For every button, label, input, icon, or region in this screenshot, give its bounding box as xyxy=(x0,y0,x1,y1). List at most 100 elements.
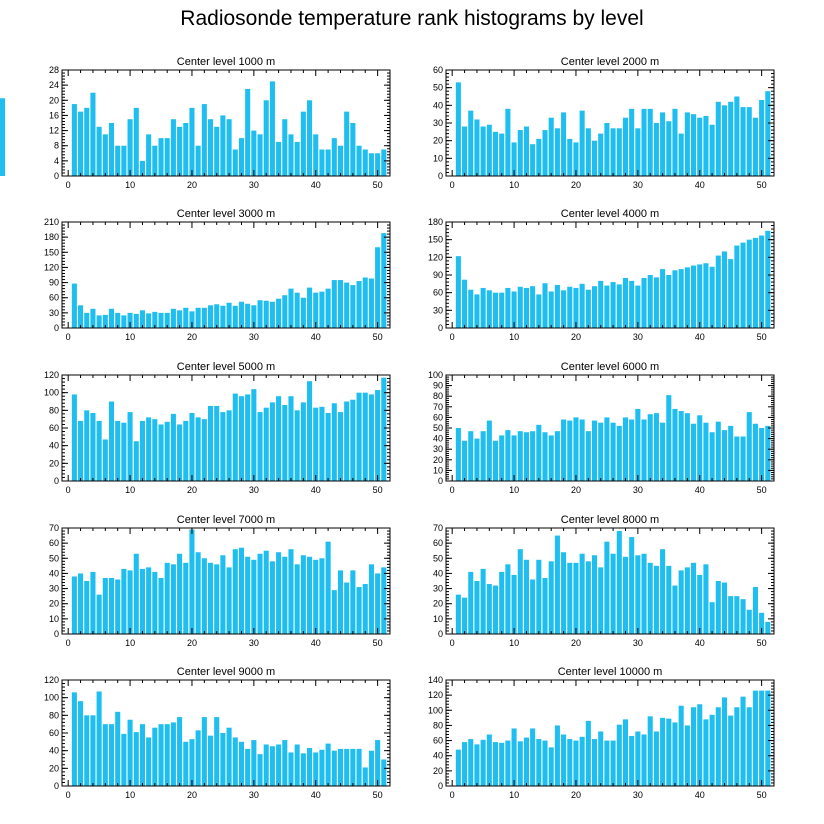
bar xyxy=(307,748,313,786)
bar xyxy=(375,573,381,634)
bar xyxy=(201,717,207,786)
bar xyxy=(319,749,325,786)
y-tick-label: 50 xyxy=(433,423,443,433)
bar xyxy=(462,597,468,634)
y-tick-label: 180 xyxy=(44,232,59,242)
bar xyxy=(691,114,697,176)
bar xyxy=(697,704,703,786)
bar xyxy=(381,377,387,481)
x-tick-label: 10 xyxy=(125,332,135,342)
bar xyxy=(381,149,387,176)
x-tick-label: 10 xyxy=(509,485,519,495)
bar xyxy=(629,537,635,634)
bar xyxy=(177,310,183,328)
x-tick-label: 10 xyxy=(125,180,135,190)
bar xyxy=(573,740,579,786)
y-tick-label: 80 xyxy=(433,720,443,730)
bar xyxy=(313,134,319,176)
bar xyxy=(84,715,90,786)
bar xyxy=(721,251,728,328)
y-tick-label: 60 xyxy=(433,538,443,548)
bar xyxy=(313,407,319,481)
x-tick-label: 40 xyxy=(311,180,321,190)
plot-frame xyxy=(445,527,775,635)
bar xyxy=(672,108,678,176)
bar xyxy=(511,728,517,786)
y-tick-label: 120 xyxy=(428,252,443,262)
x-tick-label: 0 xyxy=(450,790,455,800)
bar xyxy=(480,739,486,786)
bar xyxy=(492,292,499,328)
y-tick-label: 12 xyxy=(49,126,59,136)
bar xyxy=(207,562,214,634)
bar xyxy=(721,582,728,634)
bar xyxy=(554,285,560,328)
bar xyxy=(492,742,499,786)
bar xyxy=(164,138,170,176)
bar xyxy=(139,160,145,176)
bar xyxy=(183,123,189,176)
y-tick-label: 60 xyxy=(433,736,443,746)
bar xyxy=(548,747,554,786)
bar xyxy=(189,739,195,786)
x-tick-label: 50 xyxy=(757,485,767,495)
bar xyxy=(486,124,492,176)
bar xyxy=(709,714,715,786)
bar xyxy=(517,130,523,176)
bar xyxy=(548,117,554,176)
bar xyxy=(641,734,647,786)
bar xyxy=(548,435,554,481)
bar xyxy=(164,421,170,481)
bar xyxy=(263,744,269,786)
bar xyxy=(598,422,604,481)
bar xyxy=(282,295,288,328)
bar xyxy=(350,399,356,481)
bar xyxy=(356,281,362,328)
x-tick-label: 30 xyxy=(633,790,643,800)
bar xyxy=(337,145,344,176)
bar xyxy=(294,564,300,634)
bar xyxy=(71,104,77,176)
bar xyxy=(728,596,734,634)
x-tick-label: 0 xyxy=(66,790,71,800)
bar xyxy=(585,561,591,634)
bar xyxy=(368,153,374,176)
bar xyxy=(183,562,189,634)
panel-title: Center level 4000 m xyxy=(561,208,659,220)
bar xyxy=(567,739,573,786)
y-tick-label: 70 xyxy=(49,523,59,533)
bar xyxy=(474,744,480,786)
bar xyxy=(251,389,257,481)
bar xyxy=(455,749,461,786)
bar xyxy=(511,435,517,481)
bar xyxy=(195,730,201,786)
x-tick-label: 20 xyxy=(187,638,197,648)
bar xyxy=(468,431,474,481)
bar xyxy=(622,417,628,481)
x-tick-label: 40 xyxy=(311,485,321,495)
bar xyxy=(300,753,306,786)
bar xyxy=(146,737,152,786)
bar xyxy=(499,435,505,481)
bar xyxy=(591,140,598,176)
bar xyxy=(115,312,121,328)
bar xyxy=(542,577,548,634)
x-tick-label: 30 xyxy=(633,332,643,342)
bar xyxy=(474,581,480,634)
bar xyxy=(108,308,115,328)
bar xyxy=(635,285,641,328)
bar xyxy=(102,314,108,328)
y-tick-label: 120 xyxy=(44,370,59,380)
bar xyxy=(492,440,499,481)
bar xyxy=(344,748,350,786)
y-tick-label: 150 xyxy=(44,247,59,257)
x-tick-label: 30 xyxy=(633,638,643,648)
y-tick-label: 30 xyxy=(49,308,59,318)
bar xyxy=(616,531,622,634)
bar xyxy=(331,590,337,634)
bar xyxy=(486,734,492,786)
bar xyxy=(647,275,653,328)
panel-title: Center level 9000 m xyxy=(177,666,275,678)
panel-10: Center level 10000 m 0 10 20 30 40 50 0 20 40 60 80… xyxy=(428,666,775,800)
bar xyxy=(591,555,598,634)
